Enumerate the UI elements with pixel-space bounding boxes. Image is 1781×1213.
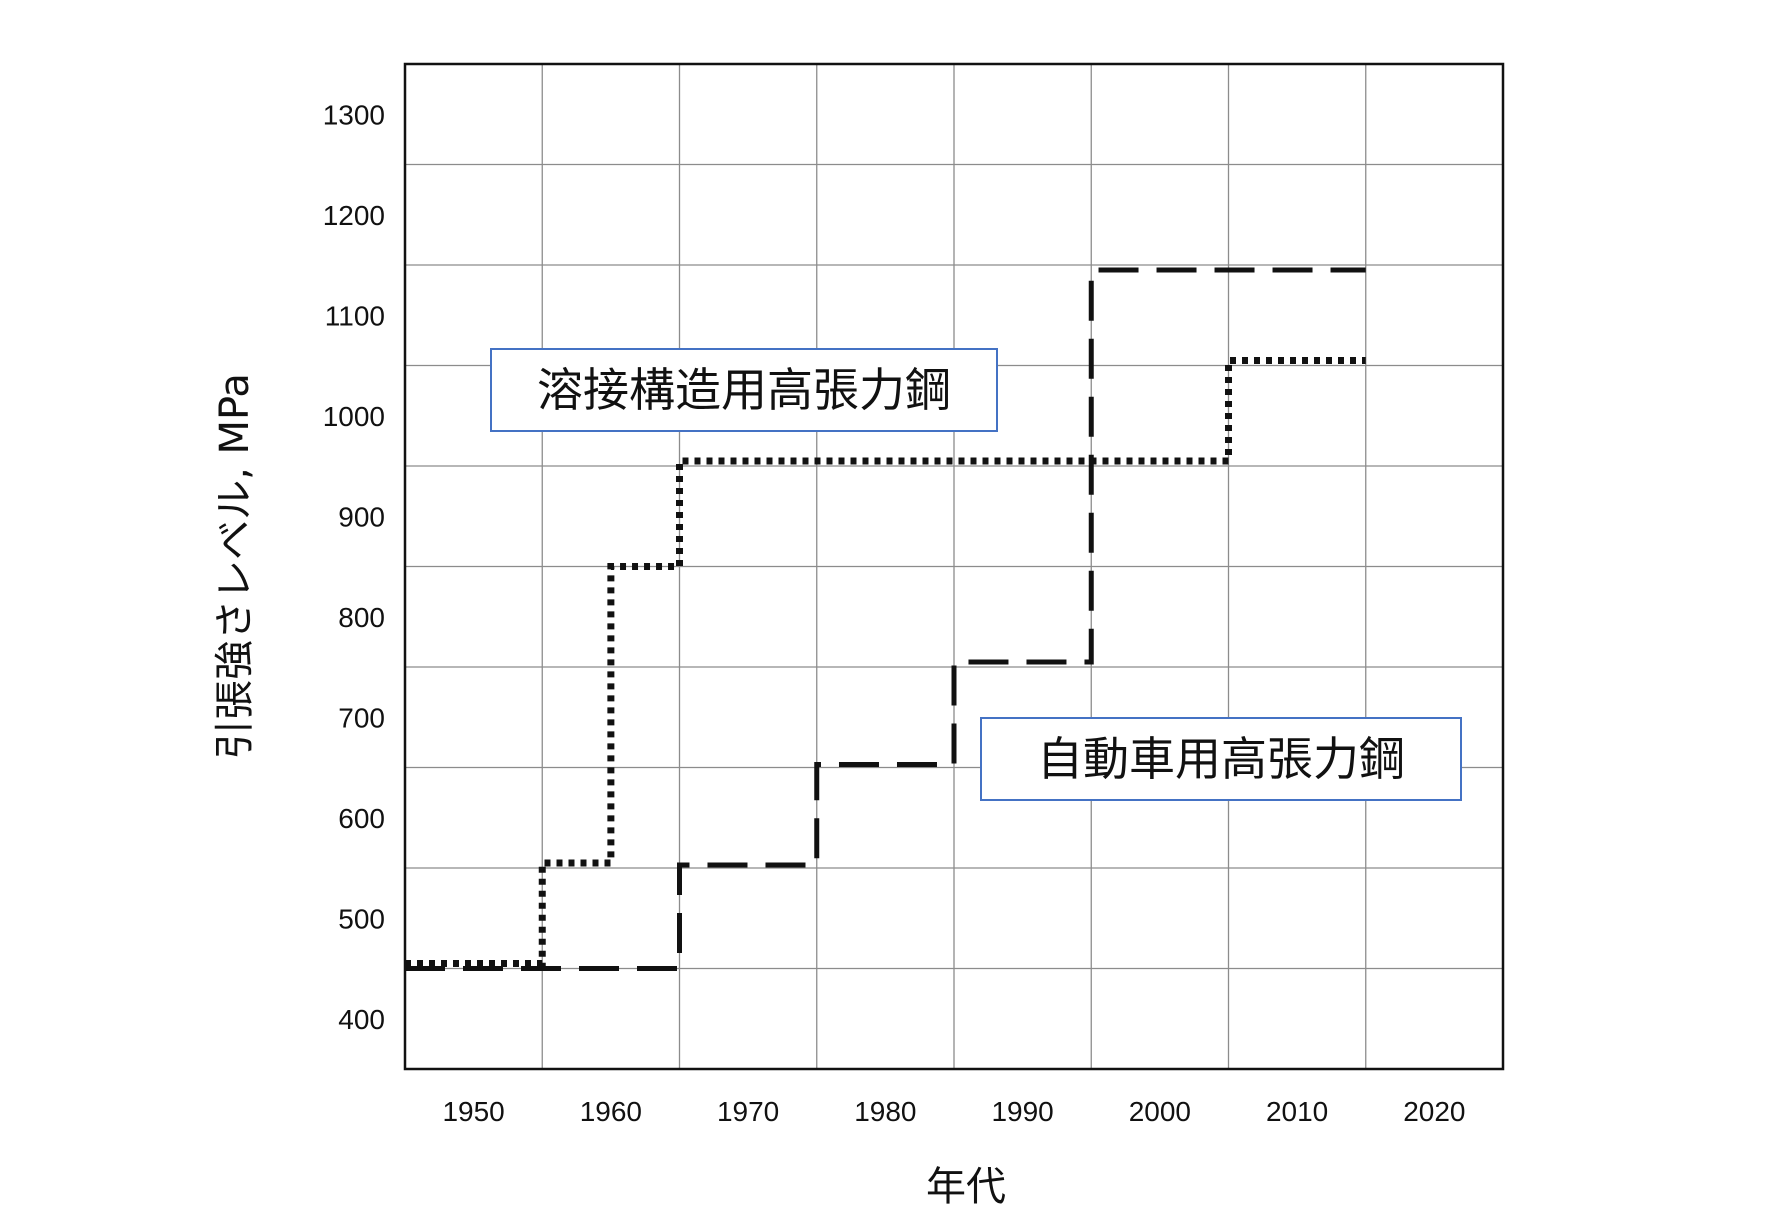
series-line-welded-steel: [405, 356, 1366, 967]
x-tick-label: 1990: [991, 1096, 1053, 1127]
y-tick-label: 400: [338, 1004, 385, 1035]
annotation-box: 自動車用高張力鋼: [980, 717, 1462, 801]
x-axis-title: 年代: [926, 1164, 1006, 1210]
series-layer: [405, 267, 1366, 971]
y-tick-label: 700: [338, 702, 385, 733]
annotation-label: 自動車用高張力鋼: [1037, 732, 1405, 786]
series-line-automotive-steel: [405, 267, 1366, 971]
x-tick-label: 1970: [717, 1096, 779, 1127]
x-tick-labels: 1950 1960 1970 1980 1990 2000 2010 2020: [442, 1096, 1465, 1127]
y-tick-label: 900: [338, 501, 385, 532]
y-tick-label: 1300: [323, 99, 385, 130]
x-tick-label: 1960: [580, 1096, 642, 1127]
x-tick-label: 2010: [1266, 1096, 1328, 1127]
annotation-border: [980, 717, 1462, 801]
y-tick-labels: 400 500 600 700 800 900 1000 1100 1200 1300: [323, 99, 385, 1035]
y-tick-label: 1200: [323, 200, 385, 231]
y-axis-title: 引張強さレベル, MPa: [212, 373, 258, 760]
annotation-box: 溶接構造用高張力鋼: [490, 348, 998, 432]
x-tick-label: 1950: [442, 1096, 504, 1127]
grid: [405, 64, 1503, 1069]
x-tick-label: 1980: [854, 1096, 916, 1127]
y-tick-label: 1100: [325, 300, 385, 331]
x-tick-label: 2000: [1129, 1096, 1191, 1127]
plot-frame: [403, 62, 1505, 1071]
y-tick-label: 600: [338, 803, 385, 834]
x-tick-label: 2020: [1403, 1096, 1465, 1127]
y-tick-label: 800: [338, 602, 385, 633]
y-tick-label: 1000: [323, 401, 385, 432]
annotation-border: [490, 348, 998, 432]
y-tick-label: 500: [338, 903, 385, 934]
annotation-label: 溶接構造用高張力鋼: [537, 363, 951, 417]
